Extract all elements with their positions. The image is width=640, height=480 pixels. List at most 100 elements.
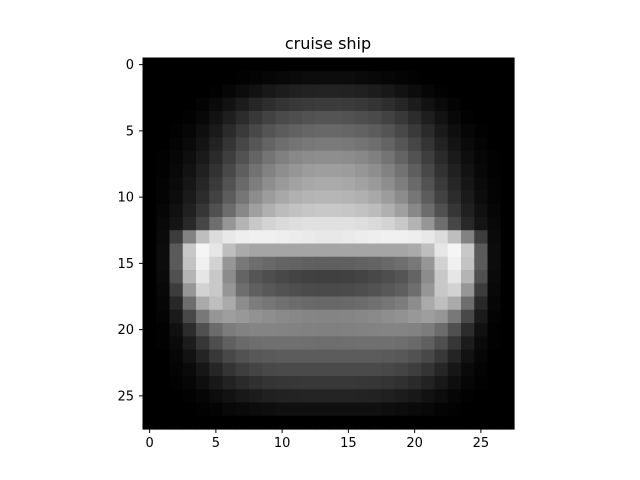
- heatmap-cell: [408, 283, 422, 298]
- heatmap-cell: [143, 71, 157, 86]
- heatmap-cell: [302, 111, 316, 125]
- heatmap-cell: [341, 71, 356, 86]
- heatmap-cell: [447, 124, 462, 139]
- heatmap-cell: [474, 124, 489, 139]
- heatmap-cell: [461, 164, 475, 178]
- heatmap-cell: [156, 256, 171, 271]
- heatmap-cell: [182, 415, 197, 430]
- heatmap-cell: [288, 230, 303, 245]
- heatmap-cell: [394, 217, 409, 231]
- heatmap-cell: [169, 230, 184, 245]
- heatmap-cell: [143, 58, 157, 72]
- heatmap-cell: [222, 270, 237, 284]
- heatmap-cell: [341, 230, 356, 245]
- heatmap-cell: [487, 190, 502, 205]
- heatmap-cell: [408, 190, 422, 205]
- heatmap-cell: [447, 97, 462, 112]
- heatmap-cell: [288, 97, 303, 112]
- heatmap-cell: [487, 124, 502, 139]
- heatmap-cell: [394, 256, 409, 271]
- heatmap-cell: [474, 97, 489, 112]
- heatmap-cell: [235, 58, 250, 72]
- heatmap-cell: [394, 190, 409, 205]
- heatmap-cell: [275, 323, 290, 337]
- heatmap-cell: [222, 150, 237, 165]
- heatmap-cell: [315, 203, 330, 218]
- heatmap-cell: [434, 349, 449, 364]
- heatmap-cell: [143, 376, 157, 390]
- heatmap-cell: [302, 323, 316, 337]
- heatmap-cell: [408, 111, 422, 125]
- x-tick-label: 20: [406, 436, 423, 451]
- heatmap-cell: [368, 230, 383, 245]
- heatmap-cell: [156, 190, 171, 205]
- heatmap-cell: [182, 150, 197, 165]
- heatmap-cell: [408, 415, 422, 430]
- heatmap-cell: [461, 323, 475, 337]
- heatmap-cell: [461, 270, 475, 284]
- heatmap-cell: [368, 150, 383, 165]
- heatmap-cell: [368, 309, 383, 324]
- heatmap-cell: [381, 84, 396, 99]
- heatmap-cell: [368, 164, 383, 178]
- heatmap-cell: [487, 137, 502, 152]
- heatmap-cell: [315, 323, 330, 337]
- heatmap-cell: [355, 124, 369, 139]
- heatmap-cell: [315, 177, 330, 192]
- heatmap-cell: [275, 309, 290, 324]
- heatmap-cell: [235, 415, 250, 430]
- heatmap-cell: [169, 190, 184, 205]
- heatmap-cell: [434, 256, 449, 271]
- heatmap-cell: [315, 349, 330, 364]
- heatmap-cell: [235, 323, 250, 337]
- heatmap-cell: [209, 270, 224, 284]
- heatmap-cell: [500, 58, 515, 72]
- heatmap-cell: [355, 349, 369, 364]
- y-tick-label: 20: [117, 323, 134, 338]
- heatmap-cell: [288, 376, 303, 390]
- heatmap-cell: [500, 349, 515, 364]
- heatmap-cell: [222, 283, 237, 298]
- heatmap-cell: [341, 177, 356, 192]
- heatmap-cell: [235, 243, 250, 258]
- chart-title: cruise ship: [285, 34, 371, 53]
- heatmap-cell: [156, 323, 171, 337]
- heatmap-cell: [315, 97, 330, 112]
- heatmap-cell: [328, 336, 343, 351]
- heatmap-cell: [328, 177, 343, 192]
- heatmap-cell: [461, 84, 475, 99]
- heatmap-cell: [143, 296, 157, 311]
- heatmap-cell: [288, 362, 303, 377]
- heatmap-cell: [447, 323, 462, 337]
- heatmap-cell: [209, 323, 224, 337]
- heatmap-cell: [461, 203, 475, 218]
- heatmap-cell: [394, 71, 409, 86]
- heatmap-cell: [156, 415, 171, 430]
- heatmap-cell: [156, 58, 171, 72]
- heatmap-cell: [288, 283, 303, 298]
- heatmap-cell: [235, 349, 250, 364]
- heatmap-cell: [447, 309, 462, 324]
- heatmap-cell: [262, 124, 277, 139]
- heatmap-cell: [447, 111, 462, 125]
- heatmap-cell: [169, 84, 184, 99]
- heatmap-cell: [394, 309, 409, 324]
- heatmap-cell: [394, 349, 409, 364]
- heatmap-cell: [394, 415, 409, 430]
- heatmap-cell: [447, 336, 462, 351]
- heatmap-cell: [474, 150, 489, 165]
- heatmap-cell: [275, 124, 290, 139]
- heatmap-cell: [222, 111, 237, 125]
- heatmap-cell: [421, 376, 436, 390]
- heatmap-cell: [222, 243, 237, 258]
- heatmap-cell: [143, 164, 157, 178]
- heatmap-cell: [275, 415, 290, 430]
- heatmap-cell: [328, 217, 343, 231]
- heatmap-cell: [288, 137, 303, 152]
- heatmap-cell: [434, 71, 449, 86]
- heatmap-cell: [408, 124, 422, 139]
- heatmap-cell: [143, 137, 157, 152]
- heatmap-cell: [447, 137, 462, 152]
- heatmap-cell: [421, 58, 436, 72]
- heatmap-cell: [249, 389, 263, 404]
